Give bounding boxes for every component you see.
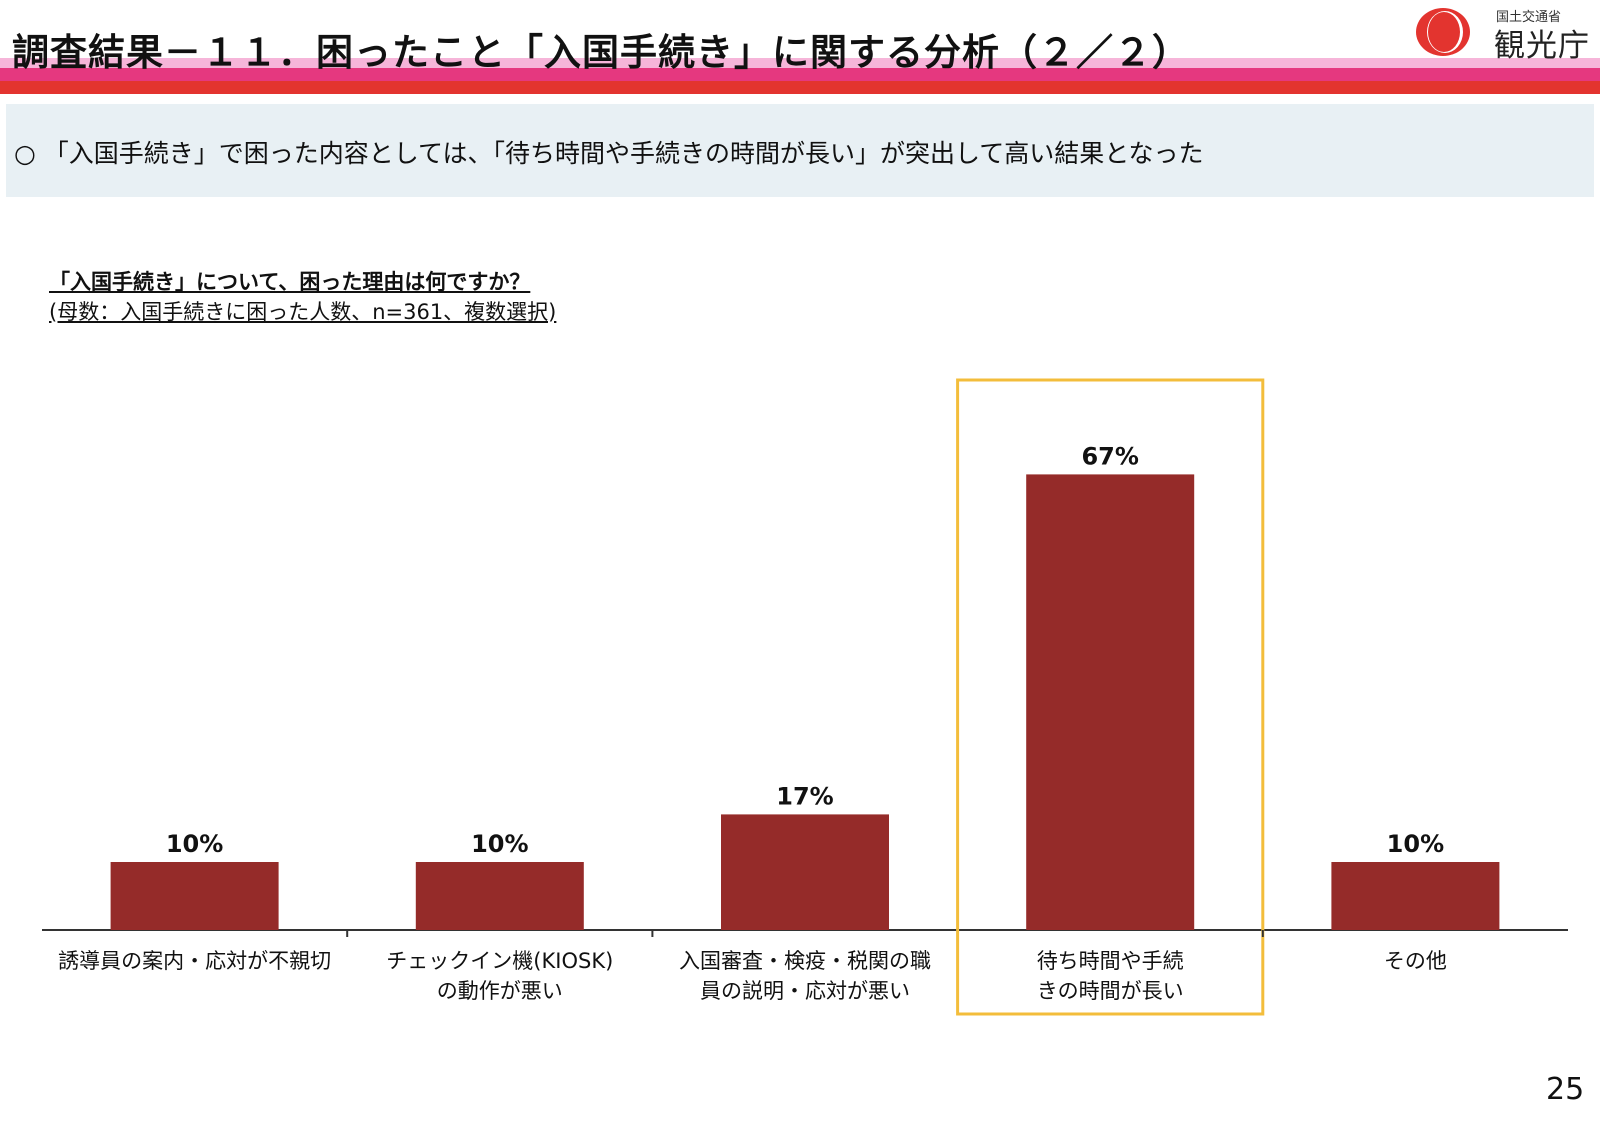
data-label: 10% bbox=[1387, 830, 1444, 858]
category-label: チェックイン機(KIOSK) bbox=[386, 949, 613, 973]
category-label: きの時間が長い bbox=[1037, 979, 1184, 1003]
page-title: 調査結果－１１．困ったこと「入国手続き」に関する分析（２／２） bbox=[12, 31, 1190, 74]
logo-agency-text: 観光庁 bbox=[1494, 28, 1590, 64]
header-band-light bbox=[0, 58, 1600, 68]
highlight-frame bbox=[956, 378, 1265, 1016]
summary-box: ○ 「入国手続き」で困った内容としては、「待ち時間や手続きの時間が長い」が突出し… bbox=[6, 104, 1594, 197]
category-label: 員の説明・応対が悪い bbox=[700, 979, 910, 1003]
question-subtitle: (母数：入国手続きに困った人数、n=361、複数選択) bbox=[49, 300, 557, 324]
data-label: 67% bbox=[1081, 442, 1138, 470]
category-label: 誘導員の案内・応対が不親切 bbox=[58, 949, 331, 973]
logo-ministry-text: 国土交通省 bbox=[1496, 10, 1562, 25]
bar bbox=[1331, 862, 1500, 930]
bar bbox=[110, 862, 279, 930]
page-number: 25 bbox=[1546, 1072, 1585, 1107]
category-label: 入国審査・検疫・税関の職 bbox=[679, 949, 931, 973]
bar bbox=[1026, 474, 1195, 930]
data-label: 17% bbox=[776, 782, 833, 810]
bar bbox=[415, 862, 584, 930]
header-band-pink bbox=[0, 68, 1600, 81]
agency-logo: 国土交通省 観光庁 bbox=[1414, 4, 1600, 64]
summary-text: ○ 「入国手続き」で困った内容としては、「待ち時間や手続きの時間が長い」が突出し… bbox=[14, 139, 1204, 168]
logo-circle-icon bbox=[1416, 8, 1470, 56]
category-label: 待ち時間や手続 bbox=[1037, 949, 1184, 973]
category-label: の動作が悪い bbox=[437, 979, 563, 1003]
header-band-red bbox=[0, 81, 1600, 94]
category-label: その他 bbox=[1384, 949, 1447, 973]
question-title: 「入国手続き」について、困った理由は何ですか？ bbox=[49, 270, 531, 294]
data-label: 10% bbox=[166, 830, 223, 858]
data-label: 10% bbox=[471, 830, 528, 858]
bar bbox=[721, 814, 889, 930]
